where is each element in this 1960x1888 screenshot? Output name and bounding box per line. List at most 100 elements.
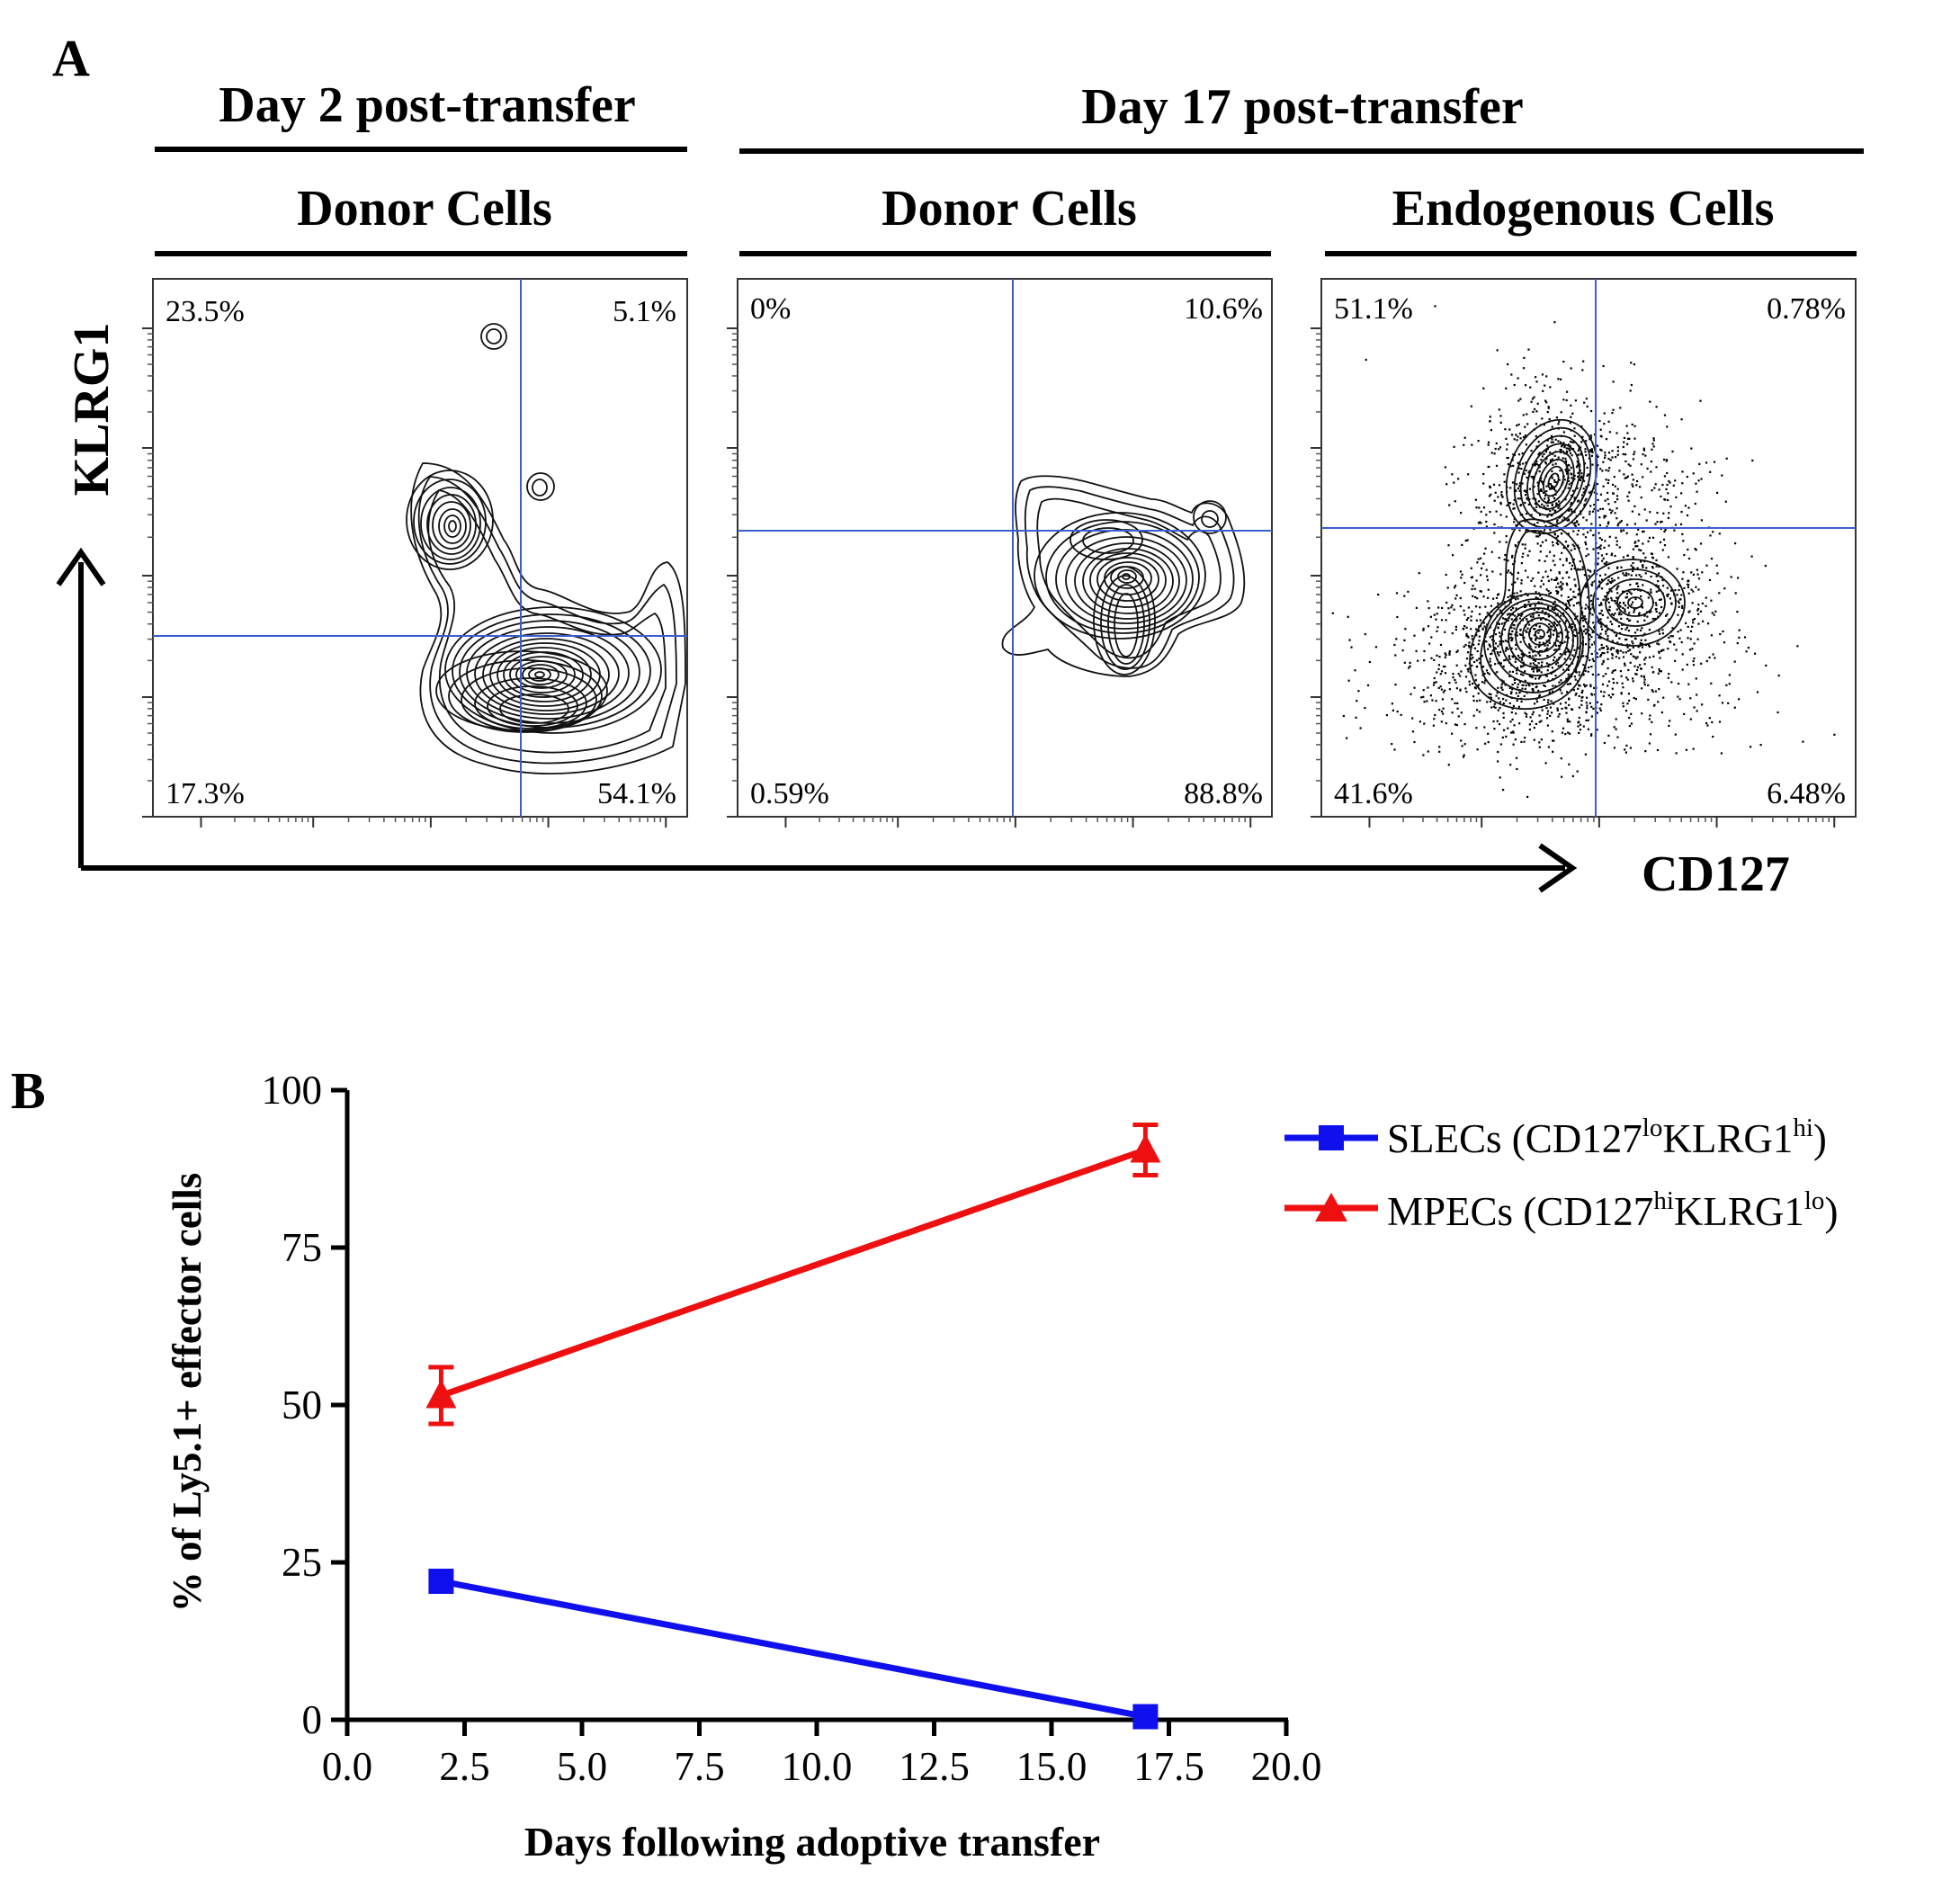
event-dot: [1613, 579, 1615, 582]
event-dot: [1648, 645, 1651, 648]
event-dot: [1603, 516, 1606, 519]
event-dot: [1600, 609, 1603, 612]
event-dot: [1510, 618, 1513, 621]
event-dot: [1498, 557, 1500, 559]
event-dot: [1618, 611, 1621, 613]
event-dot: [1587, 728, 1589, 730]
event-dot: [1537, 441, 1540, 443]
event-dot: [1582, 491, 1585, 494]
event-dot: [1577, 601, 1580, 604]
event-dot: [1555, 614, 1558, 617]
event-dot: [1568, 698, 1571, 701]
event-dot: [1710, 599, 1713, 602]
event-dot: [1728, 683, 1731, 685]
event-dot: [1673, 529, 1676, 532]
event-dot: [1543, 684, 1545, 687]
event-dot: [1550, 628, 1553, 631]
event-dot: [1549, 550, 1552, 553]
event-dot: [1403, 595, 1406, 597]
event-dot: [1498, 723, 1501, 726]
event-dot: [1605, 673, 1607, 676]
event-dot: [1364, 707, 1366, 710]
event-dot: [1522, 661, 1525, 664]
event-dot: [1436, 630, 1438, 632]
event-dot: [1598, 707, 1601, 710]
event-dot: [1644, 556, 1647, 559]
event-dot: [1597, 552, 1599, 555]
event-dot: [1530, 637, 1533, 640]
event-dot: [1569, 440, 1572, 443]
event-dot: [1567, 731, 1570, 734]
event-dot: [1570, 367, 1572, 370]
event-dot: [1651, 567, 1654, 569]
event-dot: [1651, 617, 1654, 621]
event-dot: [1512, 731, 1515, 734]
event-dot: [1644, 657, 1647, 659]
event-dot: [1650, 610, 1652, 613]
event-dot: [1624, 748, 1626, 751]
event-dot: [1709, 534, 1712, 537]
event-dot: [1549, 483, 1552, 486]
event-dot: [1617, 613, 1621, 616]
event-dot: [1522, 552, 1525, 555]
event-dot: [1511, 481, 1515, 484]
event-dot: [1736, 642, 1739, 645]
event-dot: [1499, 635, 1501, 638]
event-dot: [1612, 492, 1615, 495]
event-dot: [1565, 707, 1568, 710]
event-dot: [1513, 627, 1516, 630]
event-dot: [1577, 544, 1580, 547]
event-dot: [1537, 500, 1541, 503]
event-dot: [1483, 625, 1486, 628]
event-dot: [1626, 437, 1630, 440]
event-dot: [1567, 673, 1570, 676]
event-dot: [1624, 460, 1627, 463]
event-dot: [1518, 657, 1521, 659]
event-dot: [1493, 523, 1496, 526]
event-dot: [1605, 563, 1607, 566]
event-dot: [1604, 540, 1606, 542]
event-dot: [1675, 649, 1678, 651]
event-dot: [1422, 695, 1425, 698]
event-dot: [1491, 570, 1494, 573]
event-dot: [1622, 445, 1624, 449]
event-dot: [1661, 579, 1664, 582]
event-dot: [1475, 579, 1478, 582]
event-dot: [1565, 620, 1568, 622]
event-dot: [1486, 578, 1489, 581]
event-dot: [1526, 620, 1529, 622]
event-dot: [1545, 555, 1548, 558]
event-dot: [1537, 645, 1541, 649]
event-dot: [1532, 662, 1535, 665]
event-dot: [1639, 641, 1642, 645]
event-dot: [1627, 573, 1630, 576]
event-dot: [1590, 693, 1593, 695]
event-dot: [1598, 523, 1601, 527]
event-dot: [1601, 578, 1604, 581]
event-dot: [1734, 542, 1737, 545]
event-dot: [1553, 656, 1556, 658]
event-dot: [1569, 658, 1571, 660]
event-dot: [1639, 629, 1642, 631]
event-dot: [1663, 530, 1666, 533]
event-dot: [1608, 605, 1611, 608]
event-dot: [1555, 649, 1558, 651]
event-dot: [1573, 474, 1576, 477]
event-dot: [1581, 695, 1584, 699]
event-dot: [1429, 615, 1432, 618]
event-dot: [1727, 702, 1730, 704]
event-dot: [1583, 505, 1586, 507]
event-dot: [1532, 650, 1535, 653]
event-dot: [1568, 469, 1571, 471]
event-dot: [1598, 622, 1601, 625]
event-dot: [1628, 716, 1631, 720]
event-dot: [1507, 595, 1509, 599]
event-dot: [1508, 632, 1511, 635]
event-dot: [1614, 613, 1616, 615]
event-dot: [1597, 619, 1599, 622]
event-dot: [1598, 574, 1602, 577]
event-dot: [1611, 657, 1614, 659]
event-dot: [1564, 629, 1567, 631]
event-dot: [1477, 522, 1480, 524]
event-dot: [1444, 689, 1446, 692]
